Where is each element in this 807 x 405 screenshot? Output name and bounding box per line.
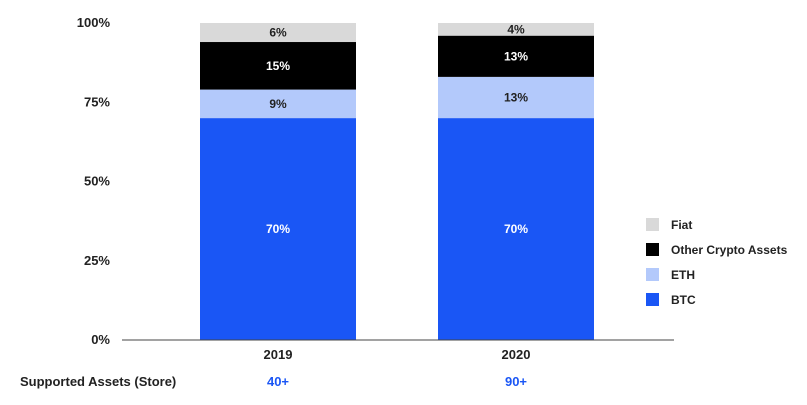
footer-value: 40+	[267, 374, 289, 389]
x-axis: 2019 2020	[264, 347, 531, 362]
y-tick-label: 25%	[84, 253, 110, 268]
y-axis: 0% 25% 50% 75% 100%	[77, 15, 111, 347]
data-label: 70%	[266, 222, 290, 236]
footer-label: Supported Assets (Store)	[20, 374, 176, 389]
data-label: 9%	[269, 97, 287, 111]
x-tick-label: 2020	[502, 347, 531, 362]
bars: 70% 9% 15% 6% 70% 13% 13% 4%	[200, 22, 594, 340]
bar-segment-other-crypto-assets	[438, 35, 594, 77]
data-label: 6%	[269, 26, 287, 40]
data-label: 13%	[504, 49, 528, 63]
bar-segment-fiat	[200, 23, 356, 43]
legend-swatch	[646, 218, 659, 231]
legend-label: BTC	[671, 293, 696, 307]
y-tick-label: 50%	[84, 174, 110, 189]
y-tick-label: 75%	[84, 94, 110, 109]
legend-swatch	[646, 268, 659, 281]
data-label: 13%	[504, 90, 528, 104]
legend-swatch	[646, 243, 659, 256]
bar-segment-eth	[200, 89, 356, 119]
legend-swatch	[646, 293, 659, 306]
y-tick-label: 100%	[77, 15, 111, 30]
legend-label: ETH	[671, 268, 695, 282]
footer-value: 90+	[505, 374, 527, 389]
legend: Fiat Other Crypto Assets ETH BTC	[646, 218, 788, 307]
data-label: 70%	[504, 222, 528, 236]
bar-segment-other-crypto-assets	[200, 42, 356, 90]
data-label: 4%	[507, 22, 525, 36]
bar-segment-btc	[438, 118, 594, 340]
footer-row: Supported Assets (Store) 40+ 90+	[20, 374, 527, 389]
data-label: 15%	[266, 59, 290, 73]
bar-segment-btc	[200, 118, 356, 340]
y-tick-label: 0%	[91, 332, 110, 347]
bar-segment-fiat	[438, 23, 594, 36]
x-tick-label: 2019	[264, 347, 293, 362]
bar-segment-eth	[438, 76, 594, 119]
legend-label: Fiat	[671, 218, 692, 232]
legend-label: Other Crypto Assets	[671, 243, 788, 257]
